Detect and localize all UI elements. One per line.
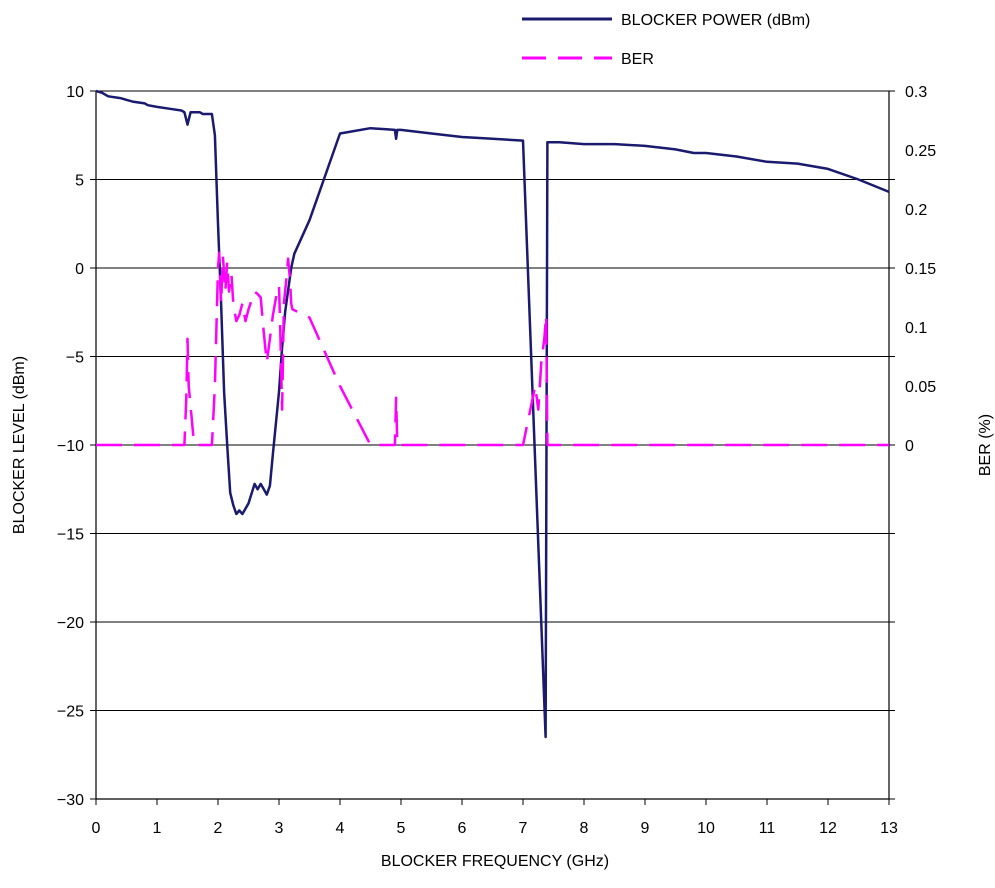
axes — [90, 90, 895, 805]
x-tick-label: 7 — [519, 820, 528, 837]
legend-label-blocker-power: BLOCKER POWER (dBm) — [621, 12, 810, 29]
y-tick-label: −5 — [66, 350, 84, 367]
x-tick-label: 1 — [153, 820, 162, 837]
x-tick-label: 11 — [759, 820, 776, 837]
x-tick-label: 6 — [458, 820, 467, 837]
x-tick-label: 5 — [397, 820, 406, 837]
y2-tick-label: 0.1 — [905, 320, 927, 337]
y-tick-label: −20 — [57, 615, 84, 632]
y-axis-title: BLOCKER LEVEL (dBm) — [11, 356, 28, 534]
y2-tick-label: 0.2 — [905, 202, 927, 219]
legend: BLOCKER POWER (dBm) BER — [522, 12, 810, 68]
series-line-blocker-power — [95, 89, 890, 739]
x-tick-label: 0 — [92, 820, 101, 837]
y-tick-label: 0 — [75, 261, 84, 278]
x-tick-label: 12 — [819, 820, 837, 837]
y-tick-label: −25 — [57, 704, 84, 721]
y2-tick-label: 0.25 — [905, 143, 936, 160]
y2-tick-label: 0.05 — [905, 379, 936, 396]
tick-labels: 1050−5−10−15−20−25−300.30.250.20.150.10.… — [57, 84, 936, 837]
y-tick-label: 10 — [66, 84, 84, 101]
y-tick-label: −30 — [57, 792, 84, 809]
x-tick-label: 10 — [697, 820, 715, 837]
series-line-ber — [96, 251, 889, 447]
x-tick-label: 13 — [880, 820, 898, 837]
y-tick-label: 5 — [75, 173, 84, 190]
x-tick-label: 2 — [214, 820, 223, 837]
x-tick-label: 4 — [336, 820, 345, 837]
y-tick-label: −15 — [57, 527, 84, 544]
legend-label-ber: BER — [621, 51, 654, 68]
series-layer — [95, 89, 890, 739]
x-tick-label: 8 — [580, 820, 589, 837]
y-tick-label: −10 — [57, 438, 84, 455]
x-axis-title: BLOCKER FREQUENCY (GHz) — [381, 853, 609, 870]
y2-tick-label: 0 — [905, 438, 914, 455]
y2-tick-label: 0.3 — [905, 84, 927, 101]
x-tick-label: 9 — [641, 820, 650, 837]
y2-tick-label: 0.15 — [905, 261, 936, 278]
x-tick-label: 3 — [275, 820, 284, 837]
y2-axis-title: BER (%) — [977, 414, 994, 476]
